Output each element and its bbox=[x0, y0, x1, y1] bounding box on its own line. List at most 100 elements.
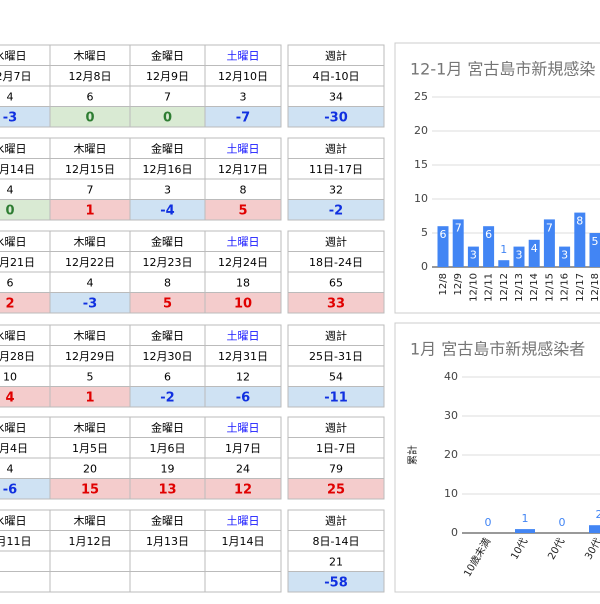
x-tick-label: 12/13 bbox=[514, 273, 525, 302]
x-tick-label: 12/17 bbox=[575, 273, 586, 302]
diff-value: 5 bbox=[163, 296, 172, 311]
y-tick-label: 30 bbox=[444, 409, 458, 422]
count: 6 bbox=[87, 90, 94, 103]
column-header: 週計 bbox=[325, 234, 347, 248]
count: 4 bbox=[87, 276, 94, 289]
data-label: 3 bbox=[470, 249, 477, 262]
column-header: 金曜日 bbox=[151, 513, 184, 527]
column-header: 週計 bbox=[325, 141, 347, 155]
y-tick-label: 20 bbox=[444, 448, 458, 461]
diff-value: 13 bbox=[158, 482, 176, 497]
bar bbox=[515, 529, 535, 533]
y-tick-label: 5 bbox=[421, 226, 428, 239]
x-tick-label: 12/16 bbox=[560, 273, 571, 302]
diff-value: -11 bbox=[324, 390, 348, 405]
date: 12月9日 bbox=[146, 70, 189, 83]
diff-value: -2 bbox=[160, 390, 174, 405]
diff-value: 33 bbox=[327, 296, 345, 311]
data-label: 3 bbox=[516, 249, 523, 262]
diff-value: 15 bbox=[81, 482, 99, 497]
column-header: 週計 bbox=[325, 513, 347, 527]
date: 12月15日 bbox=[65, 163, 115, 176]
date: 25日-31日 bbox=[309, 350, 363, 363]
data-label: 0 bbox=[559, 516, 566, 529]
date: 1月12日 bbox=[69, 535, 112, 548]
x-tick-label: 12/8 bbox=[438, 273, 449, 295]
count: 19 bbox=[161, 462, 175, 475]
date: 12月29日 bbox=[65, 350, 115, 363]
count: 54 bbox=[329, 370, 343, 383]
date: 12月10日 bbox=[218, 70, 268, 83]
chart-card bbox=[395, 323, 600, 592]
y-tick-label: 0 bbox=[421, 260, 428, 273]
data-label: 5 bbox=[592, 235, 599, 248]
diff-value: -7 bbox=[236, 110, 250, 125]
column-header: 水曜日 bbox=[0, 235, 27, 248]
column-header: 木曜日 bbox=[74, 142, 107, 155]
data-label: 0 bbox=[485, 516, 492, 529]
column-header: 週計 bbox=[325, 328, 347, 342]
x-tick-label: 12/9 bbox=[453, 273, 464, 295]
column-header: 金曜日 bbox=[151, 328, 184, 342]
date: 1月13日 bbox=[146, 535, 189, 548]
x-tick-label: 12/10 bbox=[468, 273, 479, 302]
diff-value: -3 bbox=[83, 296, 97, 311]
count: 24 bbox=[236, 462, 250, 475]
date: 4日-10日 bbox=[313, 70, 360, 83]
x-tick-label: 12/14 bbox=[529, 273, 540, 302]
y-tick-label: 10 bbox=[444, 487, 458, 500]
diff-value: -2 bbox=[329, 203, 343, 218]
column-header: 金曜日 bbox=[151, 141, 184, 155]
count: 6 bbox=[7, 276, 14, 289]
diff-value: -30 bbox=[324, 110, 348, 125]
date: 12月28日 bbox=[0, 350, 35, 363]
y-axis-label: 累計 bbox=[406, 445, 419, 465]
column-header: 土曜日 bbox=[227, 235, 260, 248]
diff-value: -3 bbox=[3, 110, 17, 125]
count: 3 bbox=[164, 183, 171, 196]
diff-value: 4 bbox=[5, 390, 14, 405]
column-header: 金曜日 bbox=[151, 234, 184, 248]
date: 1月14日 bbox=[222, 535, 265, 548]
cell bbox=[130, 572, 205, 593]
count: 4 bbox=[7, 462, 14, 475]
diff-value: 0 bbox=[85, 110, 94, 125]
data-label: 6 bbox=[485, 228, 492, 241]
column-header: 木曜日 bbox=[74, 49, 107, 62]
date: 18日-24日 bbox=[309, 256, 363, 269]
column-header: 水曜日 bbox=[0, 514, 27, 527]
x-tick-label: 12/18 bbox=[590, 273, 600, 302]
date: 12月14日 bbox=[0, 163, 35, 176]
column-header: 土曜日 bbox=[227, 49, 260, 62]
column-header: 金曜日 bbox=[151, 420, 184, 434]
data-label: 2 bbox=[596, 508, 600, 521]
date: 12月31日 bbox=[218, 350, 268, 363]
x-tick-label: 12/11 bbox=[484, 273, 495, 302]
diff-value: -6 bbox=[236, 390, 250, 405]
column-header: 水曜日 bbox=[0, 329, 27, 342]
column-header: 週計 bbox=[325, 420, 347, 434]
diff-value: 1 bbox=[85, 203, 94, 218]
count: 3 bbox=[240, 90, 247, 103]
date: 12月8日 bbox=[69, 70, 112, 83]
count: 5 bbox=[87, 370, 94, 383]
count: 32 bbox=[329, 183, 343, 196]
y-tick-label: 40 bbox=[444, 370, 458, 383]
cell bbox=[130, 551, 205, 572]
data-label: 6 bbox=[440, 228, 447, 241]
y-tick-label: 15 bbox=[414, 158, 428, 171]
date: 1月5日 bbox=[72, 442, 108, 455]
date: 1日-7日 bbox=[316, 442, 356, 455]
cell bbox=[50, 551, 130, 572]
data-label: 7 bbox=[546, 221, 553, 234]
diff-value: 2 bbox=[5, 296, 14, 311]
date: 12月16日 bbox=[143, 163, 193, 176]
count: 7 bbox=[164, 90, 171, 103]
data-label: 7 bbox=[455, 221, 462, 234]
date: 12月30日 bbox=[143, 350, 193, 363]
diff-value: 25 bbox=[327, 482, 345, 497]
data-label: 8 bbox=[576, 215, 583, 228]
cell bbox=[50, 572, 130, 593]
